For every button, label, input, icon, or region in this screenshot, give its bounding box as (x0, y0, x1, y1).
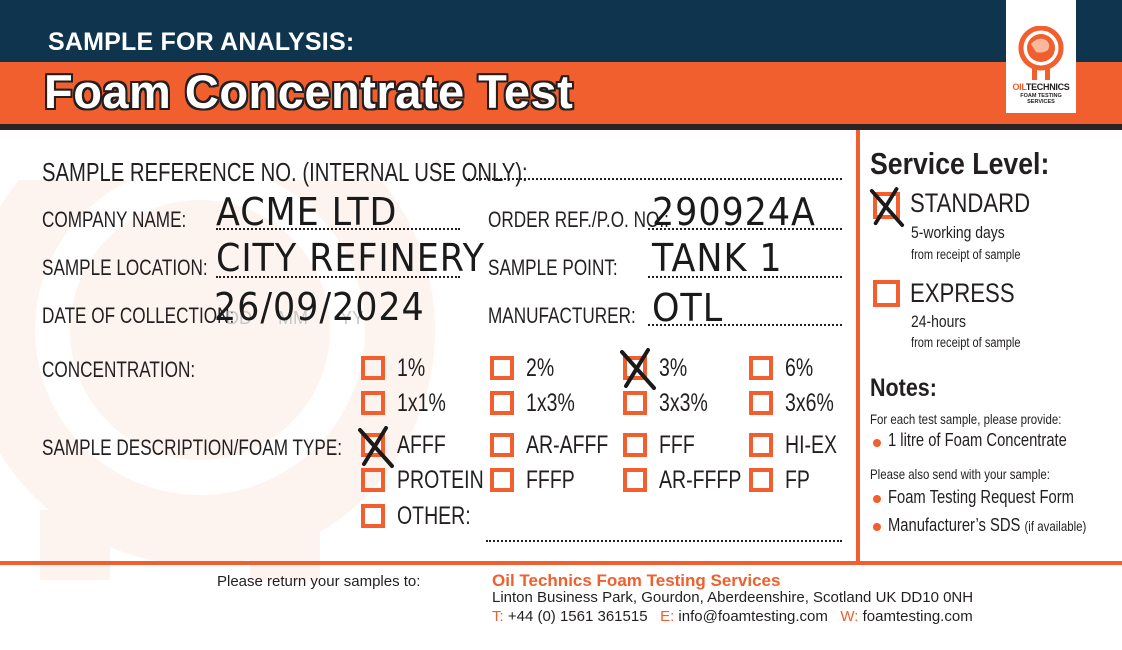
concentration-option-label: 2% (526, 354, 555, 382)
page-title: Foam Concentrate Test (44, 65, 574, 118)
foam-type-other-field[interactable] (486, 540, 842, 542)
service-express-duration: 24-hours (911, 312, 967, 331)
concentration-2pct-checkbox[interactable] (490, 356, 514, 380)
foam-type-fff-checkbox[interactable] (623, 433, 647, 457)
bullet-icon (873, 439, 881, 447)
sidebar-divider (856, 130, 860, 564)
date-of-collection-label: DATE OF COLLECTION: (42, 303, 235, 328)
notes-intro-1: For each test sample, please provide: (870, 411, 1062, 427)
concentration-option-label: 1% (397, 354, 426, 382)
footer-organization: Oil Technics Foam Testing Services (492, 571, 781, 590)
sample-location-label: SAMPLE LOCATION: (42, 255, 208, 280)
service-standard-duration: 5-working days (911, 223, 1005, 242)
foam-type-label: SAMPLE DESCRIPTION/FOAM TYPE: (42, 435, 343, 460)
date-placeholder-mm: MM (278, 308, 308, 328)
sample-point-value: TANK 1 (652, 236, 783, 280)
company-logo: OILTECHNICS FOAM TESTING SERVICES (1006, 0, 1076, 113)
notes-item: Manufacturer’s SDS (if available) (888, 515, 1087, 535)
notes-item: 1 litre of Foam Concentrate (888, 430, 1067, 450)
order-ref-label: ORDER REF./P.O. NO.: (488, 207, 669, 232)
service-standard-checkbox[interactable] (873, 192, 900, 219)
foam-type-option-label: AR-AFFF (526, 431, 609, 459)
foam-type-afff-checkbox[interactable] (361, 433, 385, 457)
sample-point-field[interactable] (648, 276, 842, 278)
concentration-3x3pct-checkbox[interactable] (623, 391, 647, 415)
foam-type-option-label: HI-EX (785, 431, 838, 459)
globe-watermark-icon (0, 180, 435, 580)
foam-type-fffp-checkbox[interactable] (490, 468, 514, 492)
email-key: E: (660, 608, 675, 625)
foam-type-ar-fffp-checkbox[interactable] (623, 468, 647, 492)
sample-reference-label: SAMPLE REFERENCE NO. (INTERNAL USE ONLY)… (42, 157, 528, 187)
concentration-option-label: 3% (659, 354, 688, 382)
header-band-orange (0, 62, 1122, 124)
foam-type-option-label: AR-FFFP (659, 466, 742, 494)
sample-location-value: CITY REFINERY (216, 236, 485, 280)
concentration-option-label: 3x6% (785, 389, 834, 417)
logo-name: OILTECHNICS (1012, 82, 1070, 92)
service-express-note: from receipt of sample (911, 335, 1021, 350)
web-link[interactable]: foamtesting.com (862, 608, 973, 625)
notes-intro-2: Please also send with your sample: (870, 466, 1050, 482)
service-express-checkbox[interactable] (873, 280, 900, 307)
foam-type-option-label: FP (785, 466, 810, 494)
concentration-option-label: 1x1% (397, 389, 446, 417)
bullet-icon (873, 523, 881, 531)
sample-point-label: SAMPLE POINT: (488, 255, 618, 280)
footer-address: Linton Business Park, Gourdon, Aberdeens… (492, 589, 974, 606)
service-express-label: EXPRESS (910, 278, 1015, 308)
concentration-label: CONCENTRATION: (42, 357, 196, 382)
date-placeholder-dd: DD (226, 308, 252, 328)
concentration-1pct-checkbox[interactable] (361, 356, 385, 380)
foam-type-option-label: PROTEIN (397, 466, 484, 494)
service-standard-note: from receipt of sample (911, 247, 1021, 262)
bullet-icon (873, 495, 881, 503)
company-name-label: COMPANY NAME: (42, 207, 187, 232)
header-subtitle: SAMPLE FOR ANALYSIS: (48, 28, 355, 56)
concentration-1x3pct-checkbox[interactable] (490, 391, 514, 415)
date-of-collection-value[interactable]: 26/09/2024 (214, 285, 425, 329)
footer-contact: T: +44 (0) 1561 361515 E: info@foamtesti… (492, 608, 973, 625)
web-key: W: (840, 608, 859, 625)
concentration-option-label: 3x3% (659, 389, 708, 417)
foam-type-option-label: FFF (659, 431, 695, 459)
manufacturer-label: MANUFACTURER: (488, 303, 636, 328)
foam-type-option-label: FFFP (526, 466, 575, 494)
concentration-6pct-checkbox[interactable] (749, 356, 773, 380)
return-label: Please return your samples to: (217, 573, 421, 590)
foam-type-other-checkbox[interactable] (361, 504, 385, 528)
foam-type-fp-checkbox[interactable] (749, 468, 773, 492)
phone-key: T: (492, 608, 504, 625)
company-name-value: ACME LTD (216, 190, 398, 234)
foam-type-hi-ex-checkbox[interactable] (749, 433, 773, 457)
company-name-field[interactable] (216, 228, 460, 230)
manufacturer-field[interactable] (648, 324, 842, 326)
sample-reference-field[interactable] (468, 178, 842, 180)
service-level-title: Service Level: (870, 146, 1050, 181)
concentration-1x1pct-checkbox[interactable] (361, 391, 385, 415)
logo-subtitle: FOAM TESTING SERVICES (1020, 93, 1062, 105)
foam-type-protein-checkbox[interactable] (361, 468, 385, 492)
notes-item: Foam Testing Request Form (888, 487, 1074, 507)
foam-type-option-label: OTHER: (397, 502, 471, 530)
foam-type-ar-afff-checkbox[interactable] (490, 433, 514, 457)
manufacturer-value: OTL (652, 286, 724, 330)
foam-type-option-label: AFFF (397, 431, 446, 459)
concentration-option-label: 6% (785, 354, 814, 382)
order-ref-value: 290924A (652, 190, 816, 234)
footer-divider (0, 561, 1122, 565)
globe-logo-icon (1018, 26, 1064, 80)
concentration-3pct-checkbox[interactable] (623, 356, 647, 380)
concentration-option-label: 1x3% (526, 389, 575, 417)
sample-location-field[interactable] (216, 276, 460, 278)
service-standard-label: STANDARD (910, 188, 1031, 218)
header-band-navy (0, 0, 1122, 62)
phone-value: +44 (0) 1561 361515 (507, 608, 648, 625)
notes-title: Notes: (870, 374, 937, 402)
header-divider (0, 124, 1122, 130)
date-placeholder-yy: YY (340, 308, 365, 328)
order-ref-field[interactable] (648, 228, 842, 230)
email-link[interactable]: info@foamtesting.com (678, 608, 828, 625)
concentration-3x6pct-checkbox[interactable] (749, 391, 773, 415)
